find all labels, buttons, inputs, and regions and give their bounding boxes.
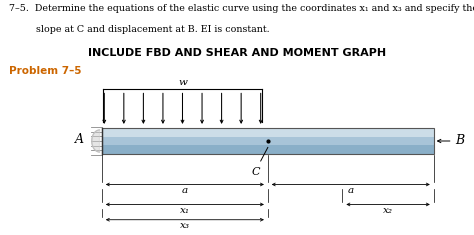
Text: A: A <box>75 133 83 146</box>
Text: Problem 7–5: Problem 7–5 <box>9 66 82 76</box>
Text: x₁: x₁ <box>180 206 190 215</box>
Text: x₃: x₃ <box>180 221 190 230</box>
Text: a: a <box>348 186 354 195</box>
Bar <box>102 145 434 154</box>
Text: a: a <box>182 186 188 195</box>
Bar <box>102 128 434 137</box>
Polygon shape <box>92 130 100 152</box>
Text: 7–5.  Determine the equations of the elastic curve using the coordinates x₁ and : 7–5. Determine the equations of the elas… <box>9 4 474 12</box>
Text: x₂: x₂ <box>383 206 393 215</box>
Text: B: B <box>455 134 464 148</box>
Bar <box>102 128 434 154</box>
Text: slope at C and displacement at B. EI is constant.: slope at C and displacement at B. EI is … <box>36 25 269 34</box>
Text: w: w <box>178 78 187 87</box>
Text: INCLUDE FBD AND SHEAR AND MOMENT GRAPH: INCLUDE FBD AND SHEAR AND MOMENT GRAPH <box>88 48 386 58</box>
Text: C: C <box>252 167 260 177</box>
Bar <box>102 137 434 145</box>
